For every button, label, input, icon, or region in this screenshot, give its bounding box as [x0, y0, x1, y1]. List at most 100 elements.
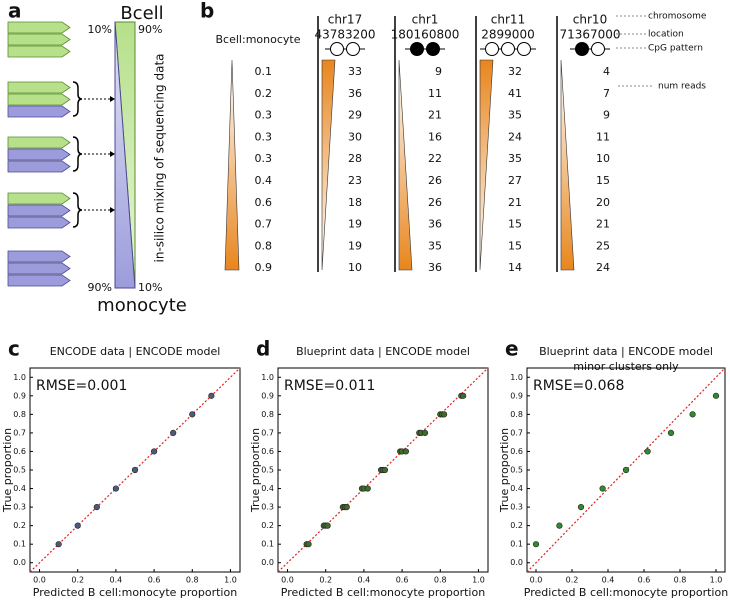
read-arrow	[7, 250, 71, 263]
x-tick-label: 0.2	[566, 576, 579, 585]
read-arrow	[7, 136, 71, 149]
y-tick-label: 0.6	[261, 447, 274, 456]
read-count: 10	[348, 261, 362, 274]
x-tick-label: 0.0	[33, 576, 46, 585]
point	[150, 448, 158, 455]
point	[305, 541, 312, 548]
cpg-site	[426, 42, 440, 56]
brace	[72, 192, 83, 228]
annotation: RMSE=0.068	[533, 378, 624, 394]
point	[532, 541, 540, 548]
point	[577, 503, 585, 511]
percent: 10%	[138, 281, 162, 294]
y-tick-label: 1.0	[261, 373, 274, 382]
read-count: 14	[508, 261, 522, 274]
point	[460, 392, 467, 399]
chart-title: Blueprint data | ENCODE model	[539, 345, 713, 358]
y-tick-label: 0.6	[510, 447, 523, 456]
chart-subtitle: minor clusters only	[573, 360, 679, 373]
y-tick-label: 0.3	[261, 503, 274, 512]
x-tick-label: 0.6	[638, 576, 651, 585]
cpg-site	[410, 42, 424, 56]
point	[93, 503, 100, 511]
read-arrow	[7, 33, 71, 46]
x-tick-label: 0.2	[319, 576, 332, 585]
y-tick-label: 0.0	[13, 558, 26, 567]
location: 2899000	[481, 28, 534, 42]
read-arrow	[7, 192, 71, 205]
point	[622, 466, 630, 474]
y-tick-label: 0.8	[13, 410, 26, 419]
x-tick-label: 0.6	[396, 576, 409, 585]
ratio-wedge	[224, 59, 240, 271]
y-tick-label: 1.0	[13, 373, 26, 382]
read-count: 28	[348, 152, 362, 165]
point	[421, 429, 429, 437]
point	[364, 485, 371, 492]
ratio: 0.7	[255, 218, 273, 231]
read-count: 11	[428, 87, 442, 100]
percent: 90%	[88, 281, 112, 294]
read-arrow	[7, 160, 71, 173]
y-tick-label: 0.2	[13, 521, 26, 530]
point	[170, 429, 177, 437]
brace	[72, 136, 83, 172]
x-tick-label: 0.0	[530, 576, 543, 585]
point	[689, 411, 696, 418]
read-count: 35	[508, 152, 522, 165]
y-tick-label: 0.3	[13, 503, 26, 512]
location: 71367000	[559, 28, 620, 42]
point	[343, 503, 350, 511]
annotation: RMSE=0.011	[284, 378, 375, 394]
y-tick-label: 0.4	[510, 484, 523, 493]
y-tick-label: 1.0	[510, 373, 523, 382]
read-count: 35	[428, 239, 442, 252]
point	[712, 392, 720, 399]
percent: 90%	[138, 23, 162, 36]
ratio: 0.6	[255, 196, 273, 209]
point	[556, 522, 563, 529]
y-tick-label: 0.1	[13, 540, 26, 549]
x-tick-label: 0.8	[186, 576, 199, 585]
y-tick-label: 0.5	[261, 466, 274, 475]
read-count: 30	[348, 130, 362, 143]
read-wedge	[321, 59, 336, 271]
x-tick-label: 0.4	[602, 576, 615, 585]
read-count: 32	[508, 65, 522, 78]
x-tick-label: 0.8	[434, 576, 447, 585]
point	[667, 429, 675, 437]
y-axis-label: True proportion	[249, 428, 262, 513]
y-axis-label: True proportion	[1, 428, 14, 513]
chromosome: chr17	[328, 13, 362, 27]
read-count: 16	[428, 130, 442, 143]
y-tick-label: 0.7	[261, 428, 274, 437]
read-arrow	[7, 105, 71, 118]
read-arrow	[7, 21, 71, 34]
legend-text: location	[648, 30, 684, 40]
read-count: 36	[428, 218, 442, 231]
chart-title: Blueprint data | ENCODE model	[296, 345, 470, 358]
chart-title: ENCODE data | ENCODE model	[50, 345, 221, 358]
read-wedge	[479, 59, 494, 271]
cpg-site	[517, 42, 531, 56]
panel-label: c	[8, 337, 20, 361]
x-tick-label: 1.0	[710, 576, 723, 585]
ratio: 0.3	[255, 130, 273, 143]
point	[644, 448, 651, 455]
read-wedge	[398, 59, 413, 271]
x-tick-label: 0.8	[674, 576, 687, 585]
read-count: 21	[428, 109, 442, 122]
mix-arrow-head	[110, 151, 115, 157]
x-tick-label: 0.0	[281, 576, 294, 585]
read-count: 20	[596, 196, 610, 209]
y-tick-label: 0.9	[13, 391, 26, 400]
point	[440, 411, 448, 418]
read-count: 11	[596, 130, 610, 143]
ratio: 0.8	[255, 239, 273, 252]
read-count: 9	[603, 109, 610, 122]
top-label: Bcell	[120, 3, 163, 24]
side-label: in-silico mixing of sequencing data	[153, 54, 167, 263]
y-tick-label: 0.0	[261, 558, 274, 567]
read-count: 22	[428, 152, 442, 165]
